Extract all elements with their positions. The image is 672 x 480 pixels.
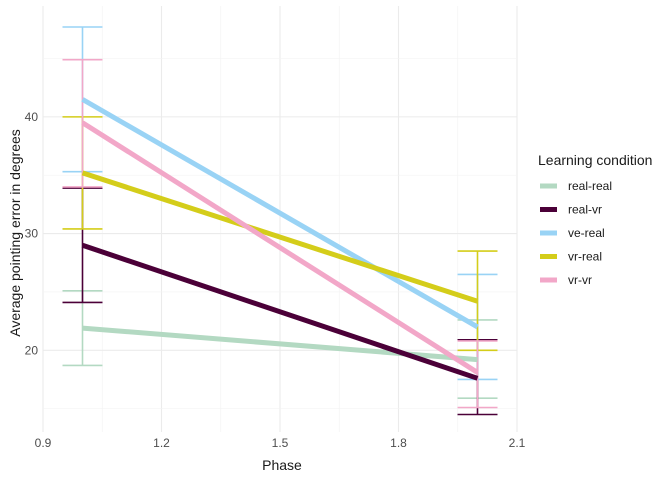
y-axis-title: Average pointing error in degrees	[7, 129, 23, 337]
legend-label: real-real	[568, 179, 612, 193]
legend-label: ve-real	[568, 226, 605, 240]
legend-title: Learning condition	[538, 152, 652, 168]
y-tick-label: 40	[25, 110, 39, 124]
y-axis-ticks: 20 30 40	[25, 110, 39, 357]
legend-item-vr-real: vr-real	[540, 250, 602, 264]
x-tick-label: 1.5	[272, 436, 289, 450]
x-tick-label: 0.9	[35, 436, 52, 450]
legend-label: vr-vr	[568, 273, 592, 287]
series-line-vr-vr	[81, 120, 479, 375]
x-tick-label: 2.1	[509, 436, 526, 450]
y-tick-label: 30	[25, 227, 39, 241]
legend: Learning condition real-real real-vr ve-re…	[538, 152, 652, 287]
x-axis-ticks: 0.9 1.2 1.5 1.8 2.1	[35, 436, 526, 450]
legend-item-ve-real: ve-real	[540, 226, 605, 240]
series-layer	[62, 26, 498, 416]
legend-item-vr-vr: vr-vr	[540, 273, 592, 287]
legend-items: real-real real-vr ve-real vr-real vr-vr	[540, 179, 612, 287]
x-axis-title: Phase	[262, 457, 302, 473]
series-line-vr-real	[81, 170, 479, 304]
series-line-real-vr	[81, 242, 479, 381]
x-tick-label: 1.8	[390, 436, 407, 450]
series-line-ve-real	[81, 97, 479, 330]
legend-item-real-vr: real-vr	[540, 203, 602, 217]
y-tick-label: 20	[25, 343, 39, 357]
legend-label: real-vr	[568, 203, 602, 217]
legend-item-real-real: real-real	[540, 179, 612, 193]
x-tick-label: 1.2	[153, 436, 170, 450]
series-vr-vr	[62, 58, 498, 409]
legend-label: vr-real	[568, 250, 602, 264]
